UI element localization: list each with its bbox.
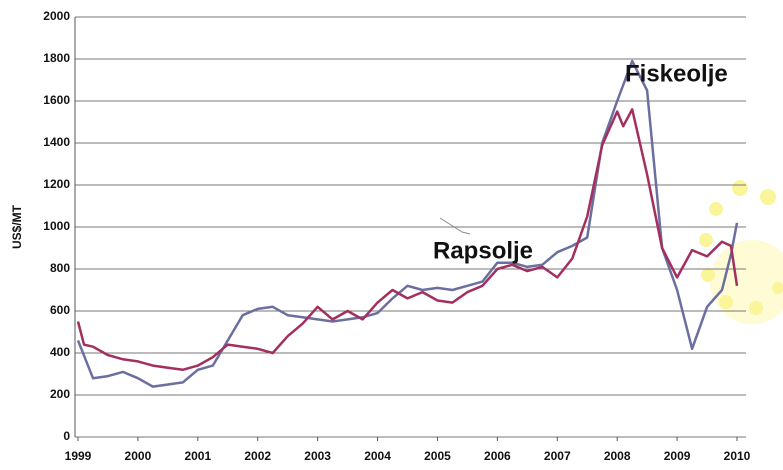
y-tick-label: 600 — [50, 303, 70, 317]
x-tick-label: 2005 — [424, 449, 451, 463]
y-tick-label: 1200 — [43, 177, 70, 191]
x-tick-label: 2009 — [664, 449, 691, 463]
label-leader — [461, 231, 471, 235]
y-tick-label: 200 — [50, 387, 70, 401]
x-tick-label: 2001 — [184, 449, 211, 463]
y-tick-label: 1400 — [43, 135, 70, 149]
y-tick-label: 1800 — [43, 51, 70, 65]
y-axis-label: US$/MT — [10, 204, 24, 249]
x-tick-label: 2007 — [544, 449, 571, 463]
y-tick-label: 1000 — [43, 219, 70, 233]
x-tick-label: 2006 — [484, 449, 511, 463]
x-tick-label: 2002 — [244, 449, 271, 463]
x-tick-label: 2003 — [304, 449, 331, 463]
x-tick-label: 2000 — [125, 449, 152, 463]
y-tick-label: 0 — [63, 429, 70, 443]
x-tick-label: 2010 — [724, 449, 751, 463]
y-tick-label: 1600 — [43, 93, 70, 107]
series-label: Fiskeolje — [625, 60, 728, 87]
y-tick-label: 400 — [50, 345, 70, 359]
y-tick-label: 2000 — [43, 9, 70, 23]
x-tick-label: 2008 — [604, 449, 631, 463]
series-label: Rapsolje — [433, 237, 533, 264]
x-tick-label: 2004 — [364, 449, 391, 463]
y-tick-label: 800 — [50, 261, 70, 275]
series-line — [76, 108, 739, 372]
x-tick-label: 1999 — [65, 449, 92, 463]
series-line — [76, 59, 739, 388]
label-leader — [439, 217, 463, 233]
